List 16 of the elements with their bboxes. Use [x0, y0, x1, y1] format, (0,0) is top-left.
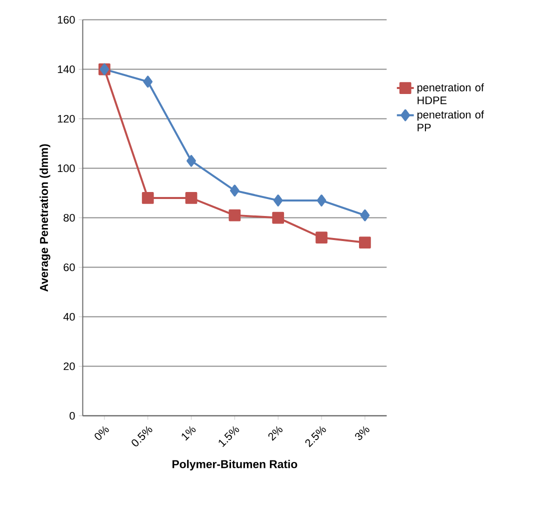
x-tick-label: 2% [268, 426, 283, 441]
x-tick-label: 0% [94, 426, 109, 440]
x-tick-label: 1% [182, 426, 196, 441]
y-tick-label: 160 [58, 16, 75, 24]
x-tick-label: 3% [355, 426, 370, 440]
legend-label: penetration of PP [417, 110, 484, 132]
y-tick-label: 100 [58, 164, 75, 172]
y-tick-label: 120 [58, 115, 75, 123]
y-tick-label: 40 [63, 313, 75, 321]
y-tick-label: 20 [64, 362, 75, 370]
y-axis-title: Average Penetration (dmm) [40, 144, 50, 292]
x-axis-title: Polymer-Bitumen Ratio [172, 460, 298, 471]
y-tick-label: 0 [70, 412, 75, 420]
y-tick-label: 80 [64, 214, 75, 222]
y-tick-label: 60 [64, 264, 75, 272]
y-tick-label: 140 [58, 66, 75, 74]
